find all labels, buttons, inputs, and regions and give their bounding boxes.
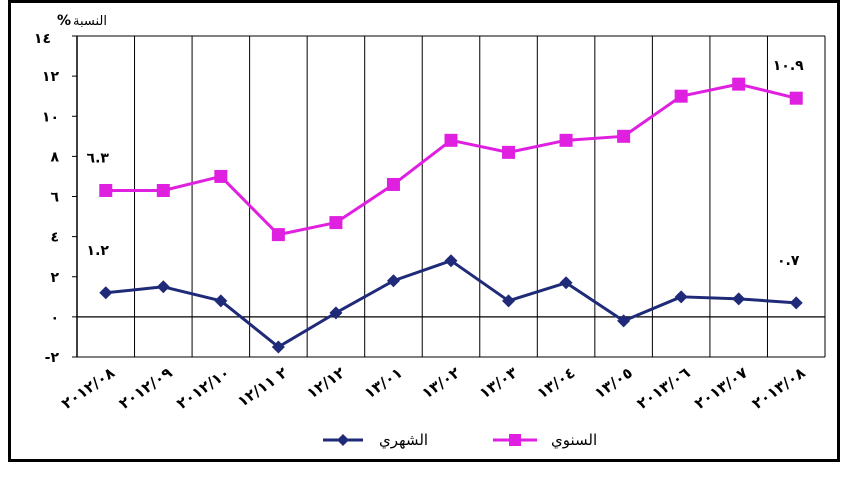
y-tick-label: ٤ <box>50 230 59 246</box>
monthly-point <box>329 306 343 320</box>
y-tick-label: ١٤ <box>34 31 51 47</box>
x-tick-label: ٢٠١٢/٠٨ <box>58 364 118 413</box>
annual-point <box>444 133 458 147</box>
legend: الشهري السنوي <box>323 431 597 450</box>
y-tick-label: ٦ <box>50 190 59 206</box>
x-tick-label: ٢٠١٣/٠٦ <box>634 364 694 413</box>
series-lines <box>105 82 797 349</box>
annual-point <box>329 216 343 230</box>
data-label: ١٠.٩ <box>773 58 804 74</box>
monthly-point <box>732 292 746 306</box>
annual-point <box>99 183 113 197</box>
monthly-point <box>99 286 113 300</box>
x-tick-label: ١٣/٠٢ <box>418 364 463 403</box>
x-tick-label: ١٢/١٢ <box>303 364 348 403</box>
grid-lines <box>76 35 826 358</box>
chart-frame: ١٢ ١٠ ٨ ٦ ٤ ٢ ٠ -٢ ١٤ ٢٠١٢/٠٨ ٢٠١٢/٠٩ ٢٠١٢/١٠ ٢ ١٢/… <box>8 0 840 462</box>
data-label: ٦.٣ <box>87 150 110 166</box>
legend-annual-marker <box>509 434 521 446</box>
annual-point <box>502 145 516 159</box>
y-tick-label: ٢ <box>50 270 59 286</box>
annual-point <box>156 183 170 197</box>
x-tick-label: ٢٠١٣/٠٧ <box>691 364 751 413</box>
series-markers <box>99 77 803 354</box>
monthly-point <box>156 280 170 294</box>
x-tick-label: ٢٠١٢/٠٩ <box>116 364 176 413</box>
annual-point <box>214 169 228 183</box>
data-label: ٠.٧ <box>777 253 800 269</box>
y-tick-label: ١٢ <box>42 69 60 85</box>
x-tick-label: ١٣/٠٥ <box>591 364 636 403</box>
y-tick-label: ٠ <box>50 310 59 326</box>
x-tick-label: ١٣/٠٣ <box>476 364 521 403</box>
monthly-point <box>674 290 688 304</box>
monthly-series-line <box>105 259 797 349</box>
data-label: ١.٢ <box>87 243 110 259</box>
monthly-point <box>214 294 228 308</box>
y-axis: ١٢ ١٠ ٨ ٦ ٤ ٢ ٠ -٢ ١٤ <box>34 31 77 366</box>
x-tick-label: ١٣/٠٤ <box>534 364 579 403</box>
monthly-point <box>444 254 458 268</box>
annual-point <box>617 129 631 143</box>
y-unit-percent: % <box>57 13 71 29</box>
annual-series-line <box>105 82 797 237</box>
monthly-point <box>559 276 573 290</box>
annual-point <box>271 228 285 242</box>
annual-point <box>674 89 688 103</box>
x-tick-label: ٢٠١٢/١٠ <box>173 364 233 413</box>
y-unit-label: النسبة <box>73 14 107 29</box>
monthly-point <box>789 296 803 310</box>
y-tick-label: -٢ <box>45 350 60 366</box>
annual-point <box>386 177 400 191</box>
y-tick-label: ١٠ <box>42 109 59 125</box>
monthly-point <box>502 294 516 308</box>
x-tick-label: ١٣/٠١ <box>361 364 406 403</box>
annual-point <box>732 77 746 91</box>
y-tick-label: ٨ <box>50 149 59 165</box>
x-tick-label: ٢ ١٢/١١ <box>234 364 291 411</box>
legend-monthly-marker <box>337 434 349 446</box>
annual-point <box>789 91 803 105</box>
data-labels: ٦.٣ ١٠.٩ ١.٢ ٠.٧ <box>87 58 805 269</box>
legend-annual-label: السنوي <box>551 431 597 450</box>
monthly-point <box>271 340 285 354</box>
monthly-point <box>386 274 400 288</box>
monthly-point <box>617 314 631 328</box>
x-tick-label: ٢٠١٣/٠٨ <box>749 364 809 413</box>
legend-monthly-label: الشهري <box>379 431 428 450</box>
annual-point <box>559 133 573 147</box>
